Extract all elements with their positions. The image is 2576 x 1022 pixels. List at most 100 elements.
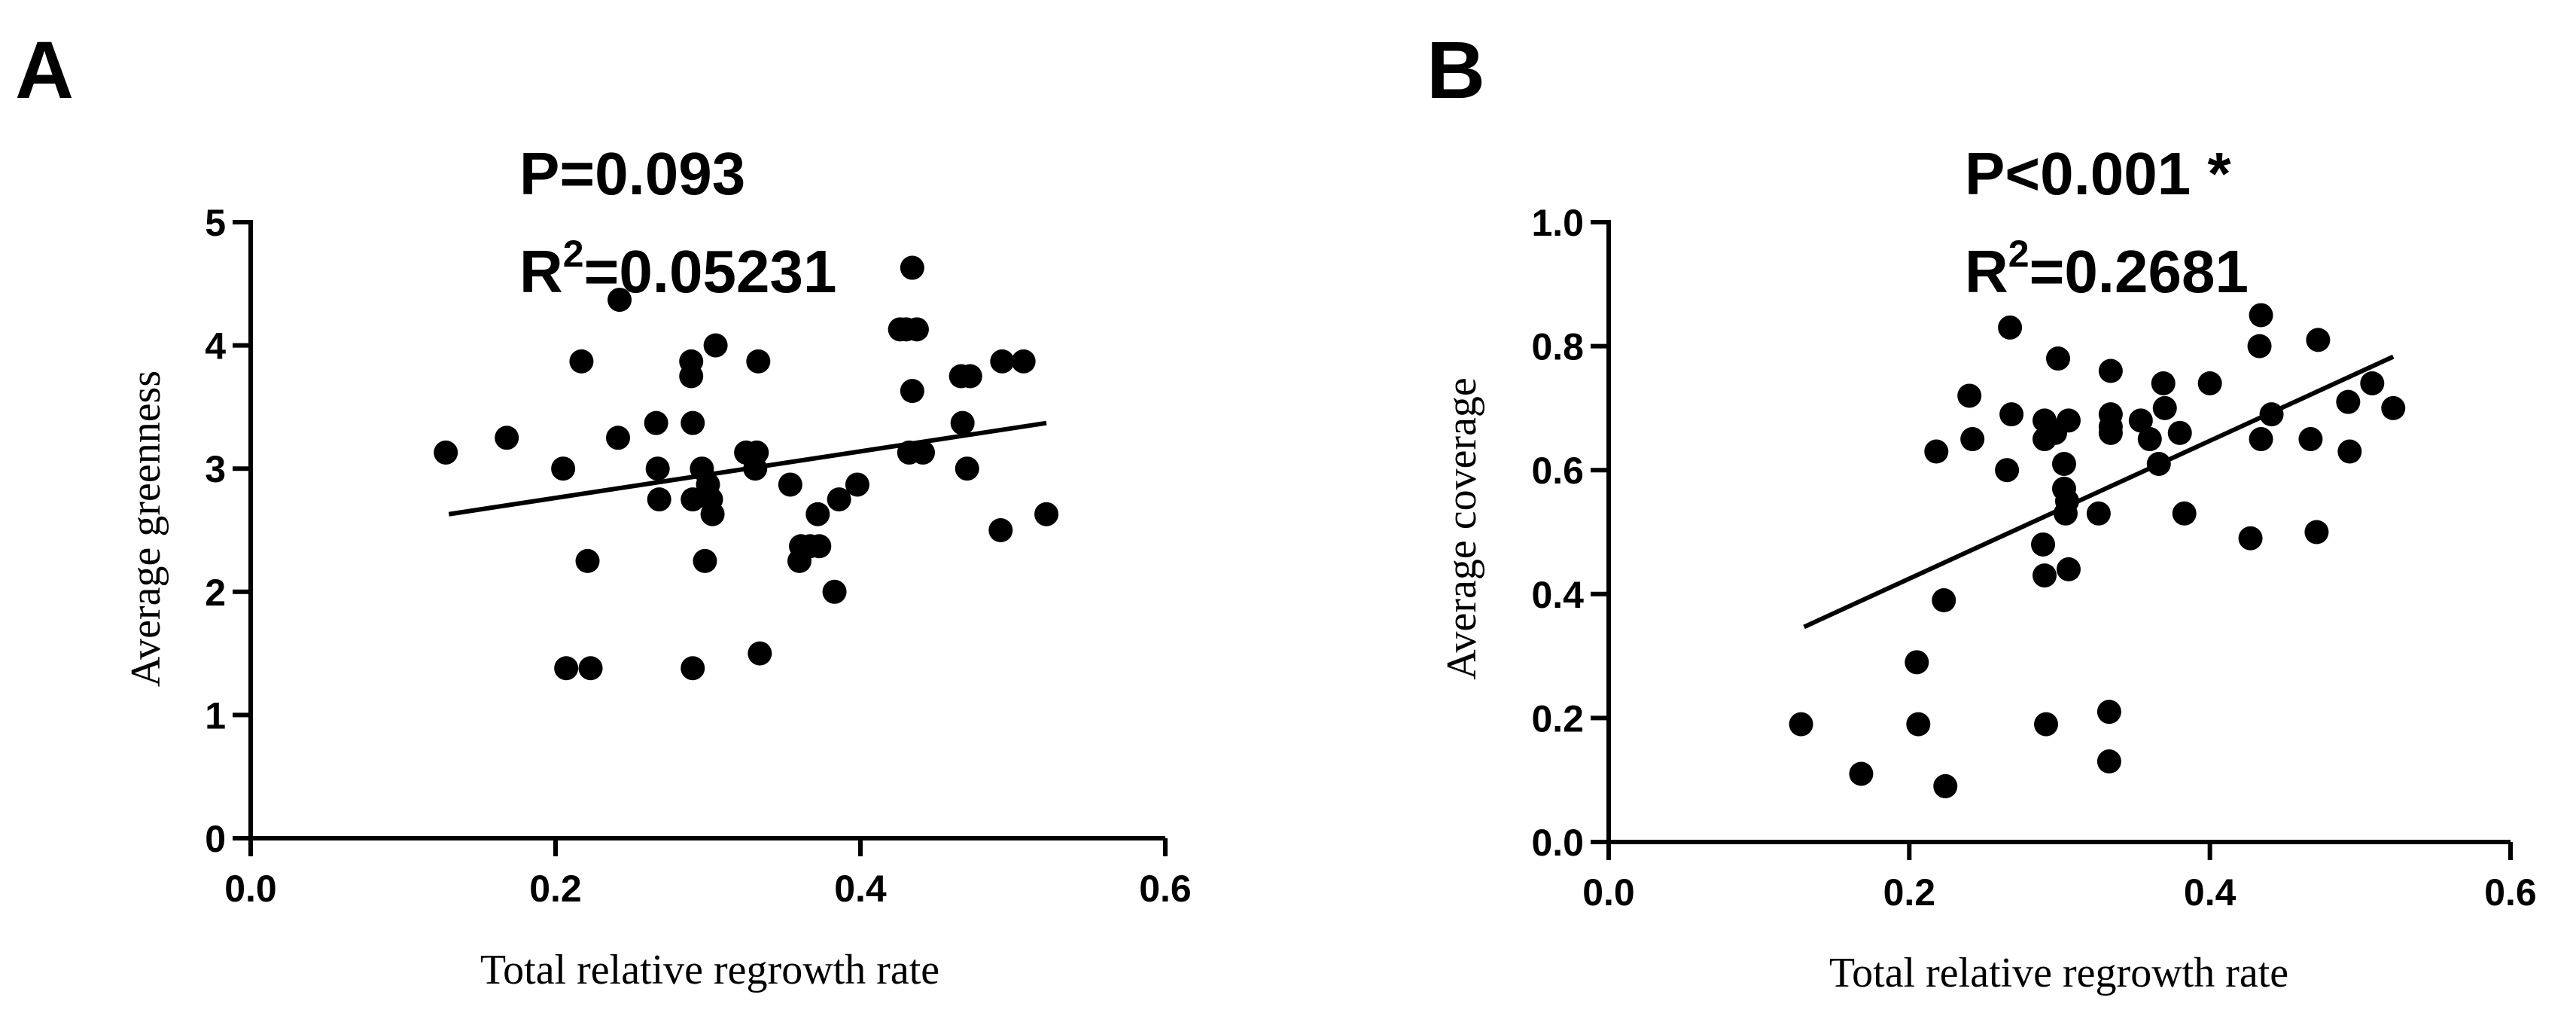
y-tick-label-a: 4: [205, 325, 226, 368]
data-point-a: [679, 364, 704, 389]
data-point-a: [681, 487, 705, 512]
y-tick-label-b: 1.0: [1531, 202, 1584, 244]
data-point-b: [2167, 420, 2192, 445]
data-point-b: [1924, 439, 1949, 464]
data-point-a: [434, 440, 458, 465]
data-point-b: [2128, 408, 2153, 433]
data-point-a: [681, 656, 705, 681]
x-axis-title-a: Total relative regrowth rate: [480, 947, 939, 993]
data-point-b: [2051, 451, 2076, 476]
data-point-a: [495, 426, 519, 450]
y-tick-label-a: 2: [205, 572, 226, 614]
data-point-b: [2298, 427, 2323, 452]
data-point-a: [551, 456, 576, 481]
data-point-b: [1957, 383, 1982, 408]
data-point-b: [2137, 427, 2162, 452]
data-point-b: [1905, 650, 1929, 675]
data-point-a: [1011, 349, 1036, 374]
data-point-b: [2086, 501, 2111, 526]
data-point-a: [988, 518, 1013, 542]
y-tick-label-b: 0.2: [1531, 697, 1584, 740]
p-value-label-b: P<0.001 *: [1965, 140, 2232, 207]
y-tick-label-b: 0.8: [1531, 326, 1584, 368]
y-tick-label-a: 3: [205, 448, 226, 490]
data-point-a: [700, 502, 725, 526]
panel-b: B P<0.001 * R2=0.2681 0.0 0.2 0.4 0.6 0.0 0.2…: [1427, 24, 2537, 996]
data-point-b: [2249, 427, 2273, 452]
x-axis-title-b: Total relative regrowth rate: [1829, 950, 2288, 996]
data-point-a: [606, 426, 631, 450]
data-point-a: [703, 333, 728, 358]
data-point-a: [911, 440, 936, 465]
x-tick-label-a: 0.6: [1139, 868, 1192, 910]
data-point-a: [607, 288, 632, 313]
data-point-a: [746, 349, 771, 374]
data-point-b: [2096, 749, 2121, 774]
data-point-b: [2337, 439, 2362, 464]
r-squared-label-a: R2=0.05231: [519, 233, 837, 305]
data-point-a: [900, 255, 924, 280]
panel-a: A P=0.093 R2=0.05231 0.0 0.2 0.4 0.6012345 …: [15, 24, 1192, 993]
data-point-b: [1998, 315, 2023, 340]
data-point-b: [2046, 346, 2071, 371]
data-point-a: [778, 472, 802, 497]
data-point-b: [2056, 557, 2081, 581]
data-point-b: [1960, 427, 1985, 452]
data-point-b: [2034, 712, 2059, 737]
data-point-b: [2304, 520, 2329, 545]
data-point-b: [2098, 358, 2123, 383]
data-point-b: [2056, 408, 2081, 433]
data-point-a: [569, 349, 594, 374]
data-point-b: [2096, 700, 2121, 725]
data-point-a: [900, 379, 924, 404]
panel-letter-a: A: [15, 24, 74, 115]
data-point-b: [2306, 328, 2331, 352]
r-squared-value-b: =0.2681: [2029, 238, 2249, 305]
data-point-b: [2381, 395, 2406, 420]
data-point-a: [904, 317, 929, 342]
panel-letter-b: B: [1427, 24, 1485, 115]
p-value-label-a: P=0.093: [519, 140, 745, 207]
data-point-b: [1849, 761, 1874, 786]
data-point-b: [2146, 451, 2171, 476]
data-point-a: [950, 410, 975, 435]
data-point-b: [1932, 588, 1956, 613]
data-point-a: [822, 579, 847, 604]
r-squared-superscript-b: 2: [2008, 233, 2029, 275]
data-point-a: [744, 440, 769, 465]
x-tick-label-b: 0.6: [2484, 871, 2537, 914]
r-squared-base-a: R: [519, 238, 563, 305]
y-tick-label-a: 5: [205, 202, 226, 244]
regression-line-b: [1803, 354, 2395, 630]
data-point-b: [1995, 458, 2020, 483]
data-point-b: [2238, 526, 2263, 551]
y-axis-title-a: Average greenness: [123, 371, 169, 687]
data-point-b: [2151, 371, 2176, 395]
x-tick-label-a: 0.2: [529, 868, 582, 910]
data-point-a: [748, 641, 772, 666]
x-tick-label-b: 0.0: [1582, 871, 1635, 914]
x-tick-label-b: 0.2: [1883, 871, 1936, 914]
data-point-b: [2172, 501, 2197, 526]
r-squared-superscript-a: 2: [563, 233, 584, 275]
data-point-b: [1999, 402, 2024, 427]
x-tick-label-a: 0.0: [224, 868, 277, 910]
data-point-a: [644, 410, 668, 435]
data-point-a: [575, 548, 600, 573]
data-point-a: [645, 456, 670, 481]
data-point-b: [2249, 303, 2273, 328]
data-point-a: [554, 656, 579, 681]
data-point-b: [2360, 371, 2385, 395]
data-point-a: [845, 472, 869, 497]
data-point-a: [805, 502, 830, 526]
data-point-b: [2152, 395, 2177, 420]
data-point-b: [1789, 712, 1813, 737]
y-tick-label-a: 0: [205, 818, 226, 860]
data-point-a: [827, 487, 851, 512]
data-point-b: [2031, 532, 2056, 557]
y-tick-label-b: 0.0: [1531, 822, 1584, 864]
data-point-b: [2259, 402, 2284, 427]
y-tick-label-a: 1: [205, 694, 226, 737]
data-point-b: [2197, 371, 2222, 395]
